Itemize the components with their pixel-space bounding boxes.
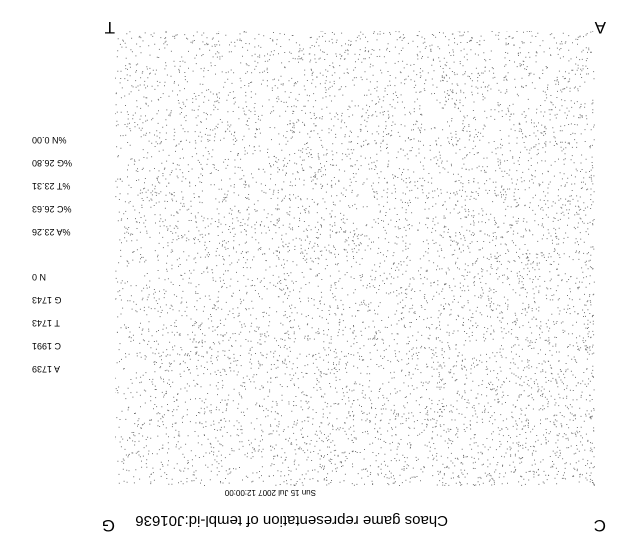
percent-g: %G 26.80 xyxy=(32,158,73,168)
cgr-points xyxy=(115,31,595,486)
percent-c: %C 26.63 xyxy=(32,204,72,214)
percent-a: %A 23.26 xyxy=(32,227,71,237)
percent-t: %T 23.31 xyxy=(32,181,71,191)
timestamp: Sun 15 Jul 2007 12:00:00 xyxy=(224,488,316,497)
corner-label-bottom-right: T xyxy=(104,18,115,37)
corner-label-top-right: G xyxy=(101,516,115,535)
cgr-scatter-plot xyxy=(115,31,595,486)
chart-title: Chaos game representation of tembl-id:J0… xyxy=(135,512,448,529)
count-t: T 1743 xyxy=(32,318,60,328)
corner-label-bottom-left: A xyxy=(594,18,606,37)
count-g: G 1743 xyxy=(32,295,62,305)
count-a: A 1739 xyxy=(32,364,61,374)
percent-n: %N 0.00 xyxy=(32,135,67,145)
count-c: C 1991 xyxy=(32,341,62,351)
count-n: N 0 xyxy=(32,272,47,282)
corner-label-top-left: C xyxy=(593,516,606,535)
